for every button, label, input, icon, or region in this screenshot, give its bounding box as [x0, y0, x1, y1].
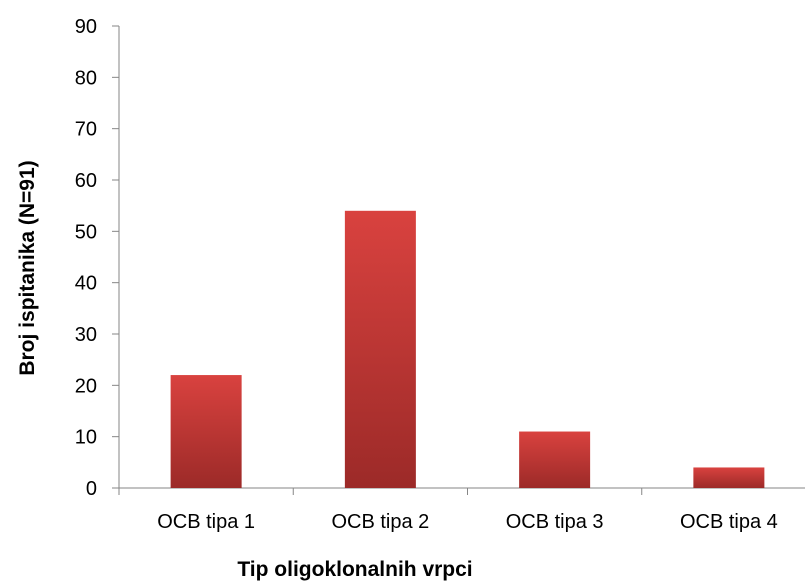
x-tick-label: OCB tipa 1	[157, 511, 255, 533]
x-axis-title: Tip oligoklonalnih vrpci	[237, 558, 472, 581]
x-tick-label: OCB tipa 4	[680, 511, 778, 533]
y-axis: 0 10 20 30 40 50 60 70 80 90	[75, 16, 120, 500]
y-tick-label: 50	[75, 221, 97, 243]
y-tick-label: 10	[75, 427, 97, 449]
x-tick-label: OCB tipa 3	[506, 511, 604, 533]
bar-2	[344, 210, 416, 489]
y-tick-label: 0	[86, 478, 97, 500]
x-tick-label: OCB tipa 2	[331, 511, 429, 533]
bar-4	[693, 467, 765, 488]
y-tick-label: 20	[75, 375, 97, 397]
x-axis: OCB tipa 1 OCB tipa 2 OCB tipa 3 OCB tipa 4	[118, 487, 805, 533]
bars	[170, 210, 765, 489]
y-axis-title: Broj ispitanika (N=91)	[16, 160, 39, 375]
bar-1	[170, 375, 242, 488]
y-tick-label: 70	[75, 119, 97, 141]
y-tick-label: 90	[75, 16, 97, 38]
y-tick-label: 60	[75, 170, 97, 192]
y-tick-label: 30	[75, 324, 97, 346]
bar-3	[519, 431, 591, 488]
y-tick-label: 80	[75, 67, 97, 89]
y-tick-label: 40	[75, 273, 97, 295]
